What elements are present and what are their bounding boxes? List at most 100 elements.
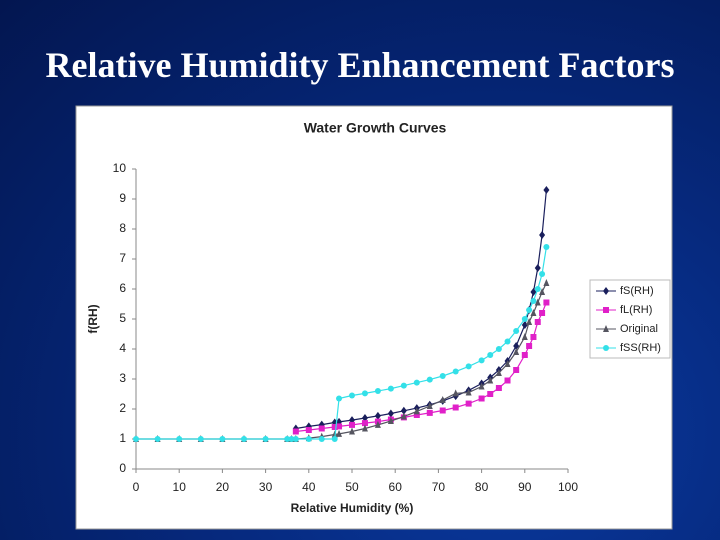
data-point [539, 310, 546, 316]
data-point [478, 395, 485, 402]
data-point [219, 436, 226, 442]
y-tick-label: 8 [119, 221, 126, 235]
data-point [413, 407, 420, 415]
data-point [387, 385, 394, 392]
x-axis-label: Relative Humidity (%) [291, 501, 414, 515]
data-point [292, 428, 299, 435]
data-point [526, 343, 533, 349]
data-point [284, 436, 291, 442]
data-point [262, 436, 269, 442]
x-tick-label: 20 [216, 480, 230, 494]
data-point [513, 367, 520, 373]
data-point [530, 309, 537, 316]
legend-label: fSS(RH) [620, 342, 661, 354]
data-point [318, 425, 325, 432]
y-tick-label: 0 [119, 461, 126, 475]
data-point [400, 406, 407, 415]
data-point [534, 319, 541, 325]
data-point [426, 402, 433, 409]
data-point [452, 389, 459, 397]
data-point [336, 423, 343, 430]
data-point [452, 404, 459, 411]
data-point [305, 436, 312, 442]
data-point [387, 409, 394, 418]
data-point [504, 360, 511, 367]
legend-label: fS(RH) [620, 285, 654, 297]
data-point [349, 421, 355, 428]
data-point [452, 368, 459, 375]
legend-marker [603, 307, 609, 313]
data-point [439, 407, 446, 414]
data-point [413, 379, 420, 386]
data-point [495, 385, 502, 391]
x-tick-label: 80 [475, 480, 489, 494]
data-point [361, 414, 368, 422]
data-point [521, 333, 528, 340]
data-point [543, 244, 550, 250]
data-point [534, 264, 541, 272]
data-point [241, 436, 247, 442]
data-point [361, 390, 368, 397]
data-point [374, 420, 381, 428]
x-tick-label: 30 [259, 480, 273, 494]
legend-label: fL(RH) [620, 304, 652, 316]
data-point [176, 436, 183, 442]
slide-title: Relative Humidity Enhancement Factors [45, 45, 675, 85]
legend-label: Original [620, 323, 658, 335]
data-point [530, 334, 537, 340]
data-point [465, 400, 472, 407]
data-point [374, 388, 381, 394]
x-tick-label: 70 [432, 480, 446, 494]
data-point [521, 352, 528, 358]
data-point [513, 348, 520, 355]
data-point [197, 436, 204, 442]
data-point [349, 392, 355, 399]
data-point [539, 231, 546, 239]
x-tick-label: 10 [173, 480, 187, 494]
data-point [526, 307, 533, 313]
data-point [439, 396, 446, 403]
data-point [331, 424, 338, 430]
data-point [400, 412, 407, 420]
data-point [478, 357, 485, 364]
y-axis-label: f(RH) [86, 304, 100, 333]
data-point [539, 288, 546, 295]
data-point [513, 342, 520, 350]
data-point [487, 391, 494, 397]
legend-marker [603, 325, 609, 332]
data-point [318, 436, 325, 442]
y-tick-label: 5 [119, 311, 126, 325]
data-point [133, 436, 139, 442]
x-tick-label: 50 [345, 480, 359, 494]
data-point [374, 411, 381, 420]
data-point [154, 436, 161, 442]
y-tick-label: 6 [119, 281, 126, 295]
data-point [336, 395, 343, 402]
y-tick-label: 2 [119, 401, 126, 415]
data-point [487, 352, 494, 358]
legend-box [589, 279, 671, 359]
y-tick-label: 4 [119, 341, 126, 355]
data-point [543, 279, 550, 286]
data-point [305, 427, 312, 433]
data-point [526, 318, 533, 325]
data-point [361, 420, 368, 427]
data-point [288, 436, 295, 442]
chart-title: Water Growth Curves [304, 120, 447, 136]
y-tick-label: 9 [119, 191, 126, 205]
data-point [534, 298, 541, 306]
data-point [331, 436, 338, 442]
data-point [504, 377, 511, 384]
data-point [387, 417, 394, 424]
y-tick-label: 1 [119, 431, 126, 445]
data-point [495, 369, 502, 376]
data-point [336, 429, 343, 437]
legend-marker [603, 287, 609, 295]
x-tick-label: 40 [302, 480, 316, 494]
y-tick-label: 7 [119, 251, 126, 265]
data-point [426, 376, 433, 383]
data-point [539, 271, 546, 277]
data-point [465, 388, 472, 396]
x-tick-label: 90 [518, 480, 532, 494]
